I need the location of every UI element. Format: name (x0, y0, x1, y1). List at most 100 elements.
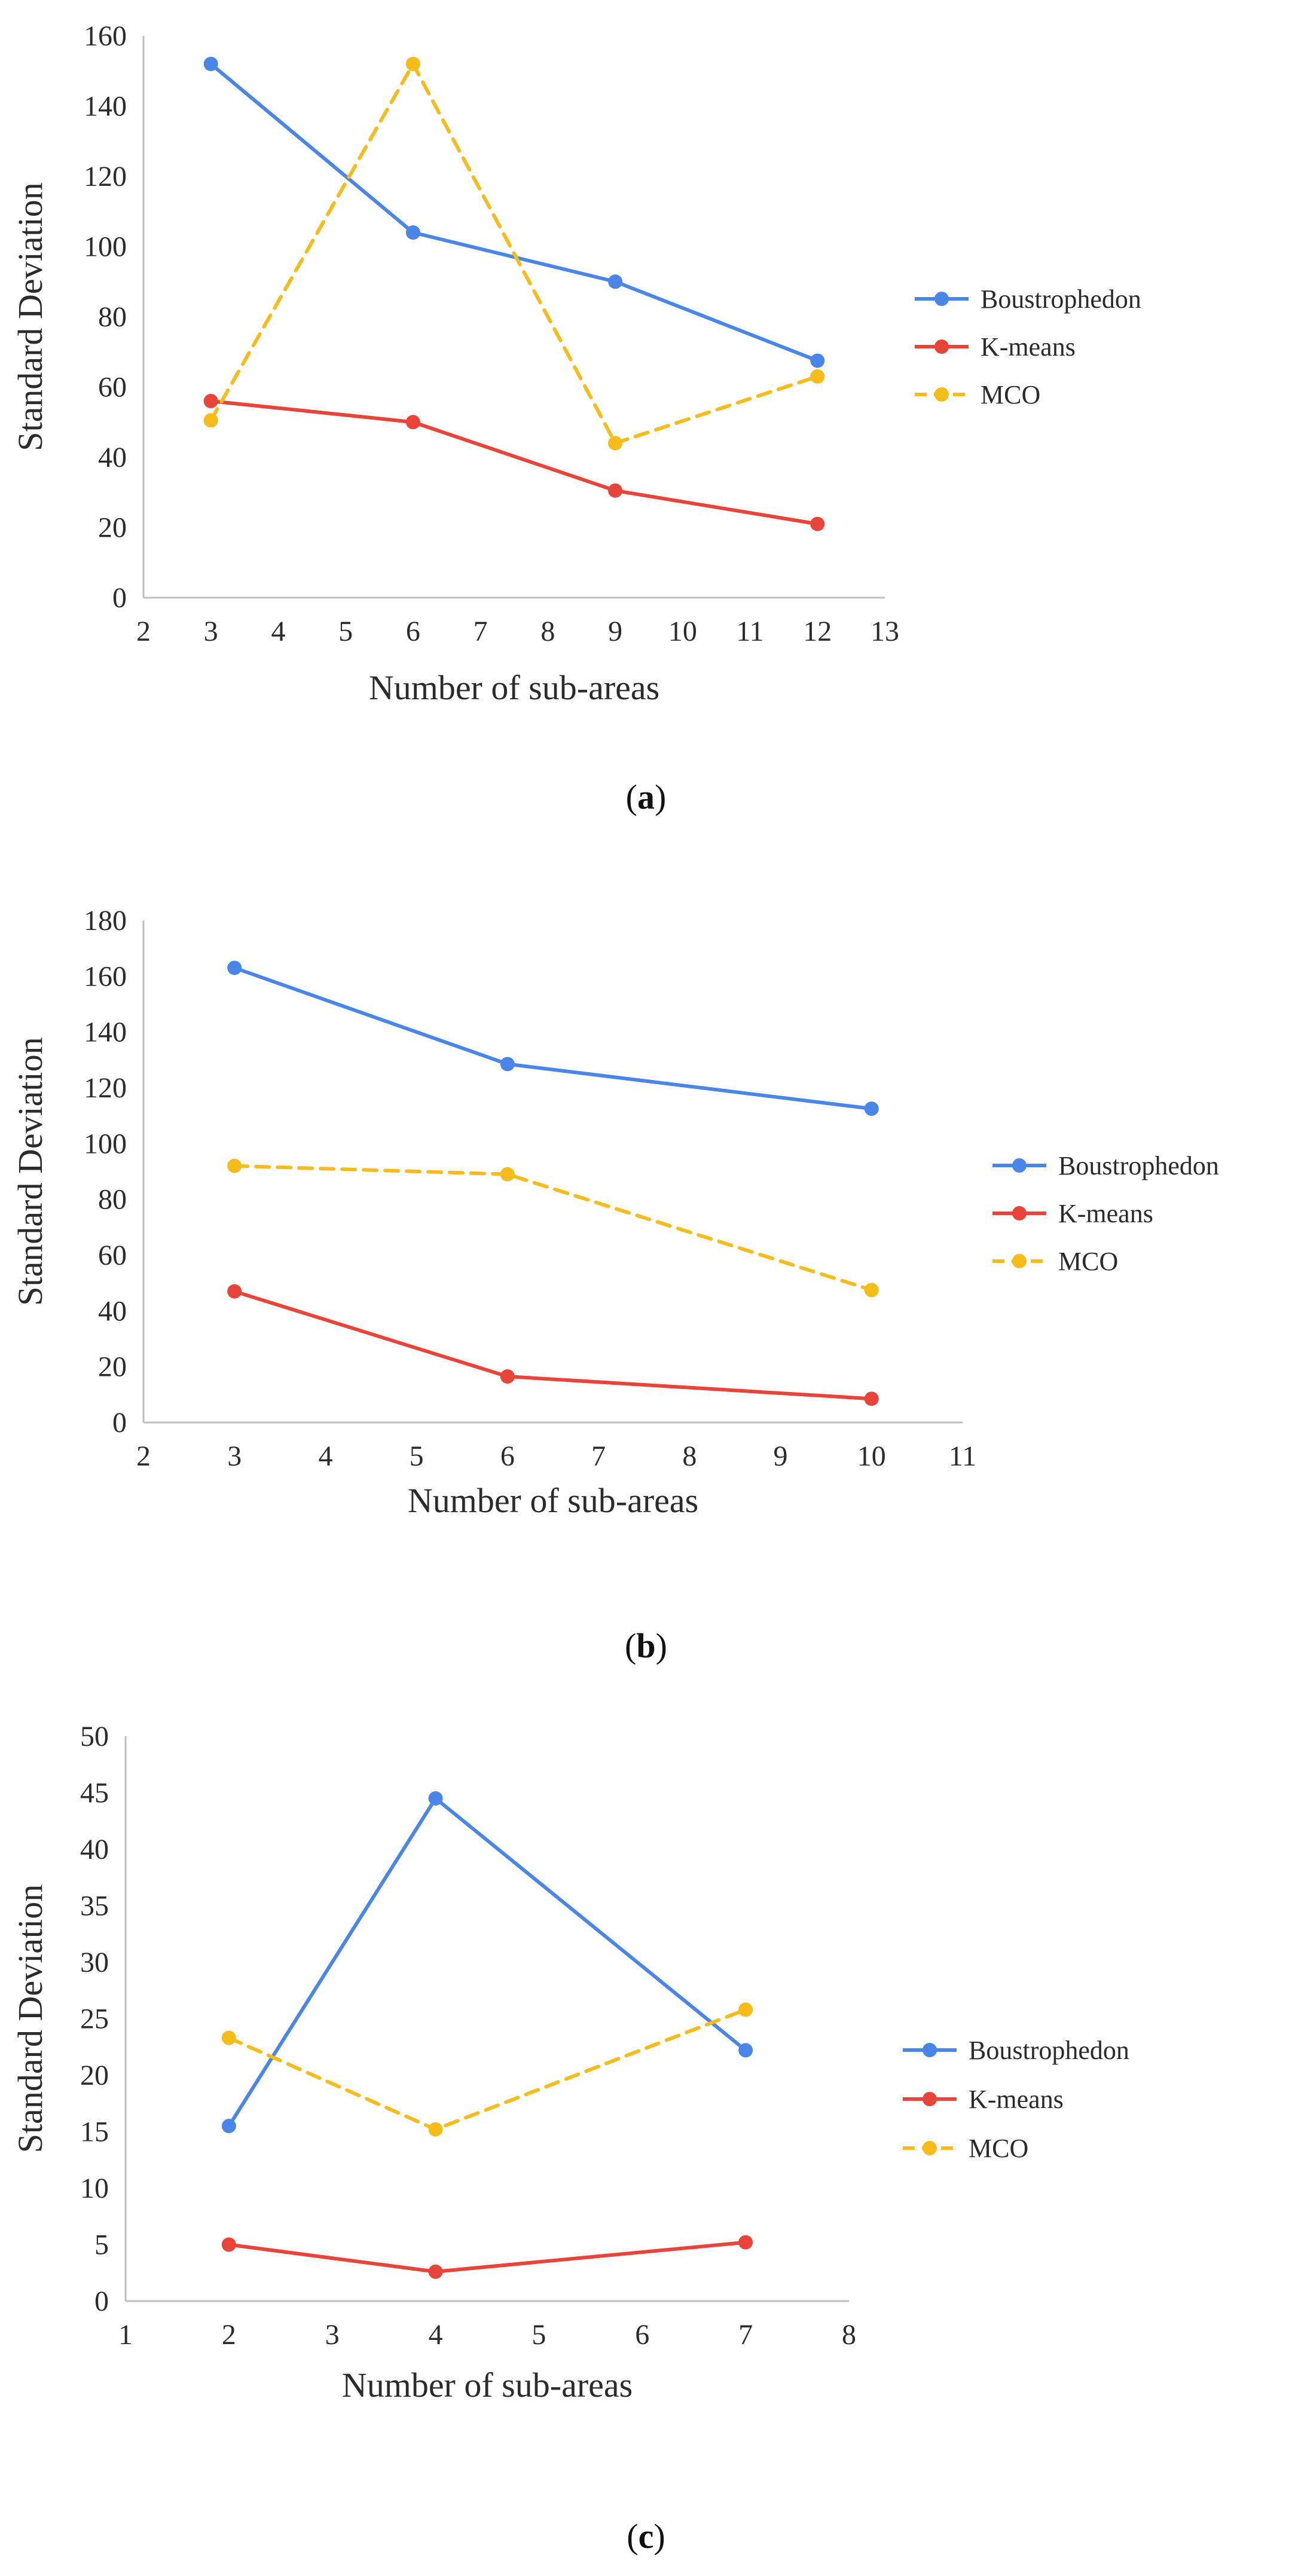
x-tick-label: 12 (803, 616, 832, 647)
x-tick-label: 6 (635, 2319, 649, 2351)
x-tick-label: 4 (318, 1440, 332, 1472)
legend-marker (923, 2141, 937, 2155)
data-point-k-means (428, 2264, 443, 2279)
data-point-k-means (500, 1369, 515, 1384)
data-point-k-means (221, 2237, 236, 2252)
chart-panel-c: 0 5 10 15 20 25 30 35 40 45 50 1 2 3 4 5 6 7 8 Number of su… (0, 1709, 1292, 2576)
y-tick-label: 10 (80, 2173, 109, 2204)
data-point-boustrophedon (864, 1102, 879, 1116)
y-axis-label: Standard Deviation (11, 182, 50, 451)
data-point-boustrophedon (227, 960, 242, 975)
y-tick-label: 120 (84, 161, 127, 192)
x-tick-label: 10 (857, 1440, 886, 1472)
x-tick-label: 7 (591, 1440, 606, 1472)
y-tick-label: 60 (98, 372, 127, 403)
series-line-boustrophedon (227, 1796, 748, 2128)
legend-label: Boustrophedon (969, 2036, 1129, 2065)
x-axis-label: Number of sub-areas (408, 1481, 698, 1520)
x-axis-label: Number of sub-areas (342, 2366, 633, 2404)
x-tick-label: 4 (271, 616, 285, 647)
y-tick-label: 60 (98, 1240, 127, 1271)
x-tick-label: 2 (222, 2319, 236, 2351)
y-tick-label: 0 (112, 582, 127, 614)
x-tick-label: 10 (668, 616, 697, 647)
data-point-boustrophedon (203, 57, 218, 71)
x-tick-label: 8 (842, 2319, 856, 2351)
legend-marker (1012, 1206, 1027, 1220)
x-tick-label: 3 (325, 2319, 340, 2351)
data-point-boustrophedon (738, 2043, 753, 2058)
y-tick-label: 80 (98, 1184, 127, 1216)
series-line-mco (227, 2008, 748, 2131)
caption-letter-a: a (637, 778, 655, 816)
x-tick-label: 3 (227, 1440, 242, 1472)
series-line-k-means (209, 399, 820, 526)
x-tick-label: 8 (682, 1440, 697, 1472)
y-tick-label: 40 (98, 1295, 127, 1327)
x-tick-label: 7 (474, 616, 488, 647)
y-tick-label: 0 (94, 2286, 109, 2317)
y-tick-label: 40 (80, 1834, 109, 1865)
y-tick-label: 20 (98, 1351, 127, 1383)
legend-label: MCO (969, 2134, 1028, 2163)
y-tick-label: 140 (84, 1017, 127, 1048)
y-tick-label: 160 (84, 20, 127, 52)
data-point-k-means (608, 483, 623, 498)
x-tick-label: 5 (338, 616, 353, 647)
data-point-k-means (864, 1391, 879, 1406)
x-tick-label: 9 (774, 1440, 788, 1472)
y-axis-label: Standard Deviation (11, 1884, 50, 2153)
legend-label: MCO (981, 380, 1040, 409)
legend-label: Boustrophedon (1058, 1151, 1219, 1180)
series-line-k-means (227, 2240, 748, 2274)
data-point-mco (608, 436, 623, 451)
x-tick-label: 13 (871, 616, 899, 647)
y-tick-label: 40 (98, 442, 127, 473)
data-point-mco (500, 1167, 515, 1182)
x-tick-label: 5 (532, 2319, 546, 2351)
chart-panel-a: 0 20 40 60 80 100 120 140 160 2 3 4 5 6 7 8 9 10 11 12 13 Num… (0, 0, 1292, 849)
y-tick-label: 50 (80, 1721, 109, 1752)
data-point-mco (738, 2002, 753, 2017)
series-line-boustrophedon (209, 62, 820, 363)
legend-label: Boustrophedon (981, 284, 1141, 314)
y-tick-label: 15 (80, 2116, 109, 2148)
y-tick-label: 100 (84, 231, 127, 263)
x-tick-label: 7 (738, 2319, 753, 2351)
data-point-k-means (405, 415, 420, 430)
data-point-mco (428, 2122, 443, 2137)
y-tick-label: 30 (80, 1947, 109, 1978)
data-point-mco (405, 57, 420, 71)
y-tick-label: 160 (84, 960, 127, 992)
x-axis-label: Number of sub-areas (369, 668, 659, 707)
data-point-mco (227, 1158, 242, 1173)
y-tick-label: 0 (112, 1407, 127, 1439)
data-point-k-means (203, 394, 218, 408)
y-tick-label: 25 (80, 2003, 109, 2035)
data-point-mco (864, 1283, 879, 1298)
legend-label: K-means (981, 332, 1076, 362)
x-tick-label: 6 (406, 616, 420, 647)
data-point-mco (221, 2030, 236, 2045)
y-tick-label: 20 (80, 2060, 109, 2091)
data-point-boustrophedon (221, 2119, 236, 2134)
y-tick-label: 80 (98, 301, 127, 333)
x-tick-label: 9 (608, 616, 622, 647)
x-tick-label: 8 (540, 616, 555, 647)
legend-label: MCO (1058, 1247, 1118, 1276)
caption-c: (c) (627, 2517, 665, 2556)
series-line-boustrophedon (233, 966, 873, 1110)
series-line-mco (233, 1164, 873, 1292)
x-tick-label: 6 (500, 1440, 515, 1472)
chart-panel-b: 0 20 40 60 80 100 120 140 160 180 2 3 4 5 6 7 8 9 10 11 Numb… (0, 849, 1292, 1709)
y-tick-label: 20 (98, 512, 127, 544)
y-tick-label: 180 (84, 905, 127, 937)
y-tick-label: 35 (80, 1890, 109, 1922)
y-tick-label: 140 (84, 91, 127, 123)
legend-marker (934, 292, 949, 306)
y-tick-label: 5 (94, 2229, 109, 2261)
caption-letter-b: b (636, 1626, 656, 1665)
data-point-boustrophedon (428, 1791, 443, 1806)
x-tick-label: 2 (136, 616, 151, 647)
legend-marker (1012, 1254, 1027, 1268)
